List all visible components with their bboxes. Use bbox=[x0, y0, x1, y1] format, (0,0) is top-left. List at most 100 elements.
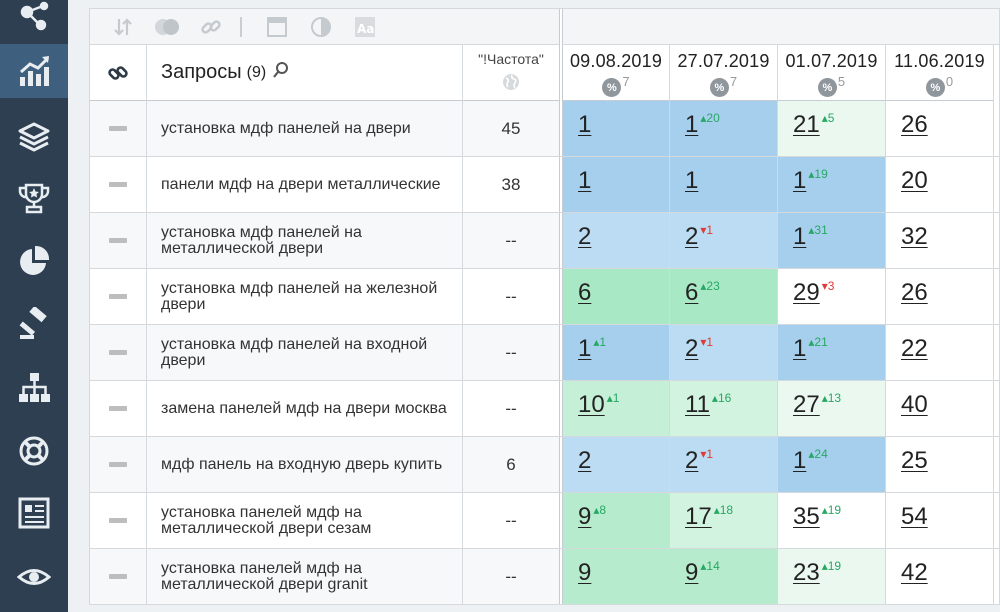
position-link[interactable]: 22 bbox=[901, 335, 928, 362]
queries-column-header[interactable]: Запросы (9) bbox=[147, 45, 463, 101]
position-link[interactable]: 20 bbox=[901, 167, 928, 194]
table-row: замена панелей мдф на двери москва -- 10 ▴1… bbox=[90, 381, 999, 437]
date-column-header[interactable]: 09.08.2019% 7 bbox=[562, 45, 670, 101]
frequency-value: 6 bbox=[463, 437, 560, 492]
position-link[interactable]: 6 bbox=[578, 279, 592, 306]
sidebar-item-support[interactable] bbox=[0, 424, 68, 478]
position-link[interactable]: 1 bbox=[793, 447, 807, 474]
position-link[interactable]: 2 bbox=[685, 335, 699, 362]
position-link[interactable]: 23 bbox=[793, 559, 820, 586]
position-link[interactable]: 11 bbox=[685, 391, 710, 418]
row-link-cell[interactable] bbox=[90, 269, 147, 324]
position-link[interactable]: 32 bbox=[901, 223, 928, 250]
position-link[interactable]: 1 bbox=[793, 167, 807, 194]
position-change-value: 1 bbox=[599, 335, 607, 349]
query-text: установка мдф панелей на входной двери bbox=[147, 325, 463, 380]
toggle-button[interactable] bbox=[152, 15, 182, 39]
position-link[interactable]: 1 bbox=[578, 335, 592, 362]
contrast-button[interactable] bbox=[306, 15, 336, 39]
position-link[interactable]: 42 bbox=[901, 559, 928, 586]
date-column-header[interactable]: 27.07.2019% 7 bbox=[670, 45, 778, 101]
position-link[interactable]: 9 bbox=[578, 559, 592, 586]
link-button[interactable] bbox=[196, 15, 226, 39]
position-cell: 1 ▴24 bbox=[778, 437, 886, 492]
sidebar-item-monitoring[interactable] bbox=[0, 550, 68, 604]
trophy-icon bbox=[18, 183, 50, 214]
row-link-cell[interactable] bbox=[90, 493, 147, 548]
sidebar-item-auction[interactable] bbox=[0, 297, 68, 351]
position-link[interactable]: 2 bbox=[685, 447, 699, 474]
position-link[interactable]: 25 bbox=[901, 447, 928, 474]
position-link[interactable]: 40 bbox=[901, 391, 928, 418]
position-link[interactable]: 1 bbox=[578, 167, 592, 194]
date-label: 01.07.2019 bbox=[785, 51, 878, 71]
position-link[interactable]: 2 bbox=[685, 223, 699, 250]
position-change: ▴19 bbox=[808, 167, 828, 181]
position-link[interactable]: 6 bbox=[685, 279, 699, 306]
queries-count: (9) bbox=[246, 63, 267, 81]
position-cell: 2 ▾1 bbox=[670, 437, 778, 492]
position-change: ▴24 bbox=[808, 447, 828, 461]
position-link[interactable]: 1 bbox=[793, 223, 807, 250]
position-change: ▴16 bbox=[711, 391, 732, 405]
sidebar-item-positions[interactable] bbox=[0, 44, 68, 98]
query-text: замена панелей мдф на двери москва bbox=[147, 381, 463, 436]
link-column-header[interactable] bbox=[90, 45, 147, 101]
row-link-cell[interactable] bbox=[90, 157, 147, 212]
position-link[interactable]: 1 bbox=[685, 167, 699, 194]
position-cell: 23 ▴19 bbox=[778, 549, 886, 604]
table-row: установка панелей мдф на металлической д… bbox=[90, 493, 999, 549]
row-link-cell[interactable] bbox=[90, 549, 147, 604]
position-change: ▴18 bbox=[713, 503, 734, 517]
position-link[interactable]: 21 bbox=[793, 111, 820, 138]
no-link-icon bbox=[109, 294, 127, 299]
position-change-value: 5 bbox=[827, 111, 835, 125]
position-link[interactable]: 9 bbox=[685, 559, 699, 586]
row-link-cell[interactable] bbox=[90, 213, 147, 268]
position-link[interactable]: 2 bbox=[578, 223, 592, 250]
search-icon[interactable] bbox=[272, 61, 290, 79]
sort-icon bbox=[114, 17, 132, 36]
position-link[interactable]: 17 bbox=[685, 503, 712, 530]
sidebar-item-sitemap[interactable] bbox=[0, 360, 68, 414]
position-cell: 6 ▴23 bbox=[670, 269, 778, 324]
position-link[interactable]: 29 bbox=[793, 279, 820, 306]
sidebar-item-reports[interactable] bbox=[0, 486, 68, 540]
position-link[interactable]: 35 bbox=[793, 503, 820, 530]
sidebar-item-network[interactable] bbox=[0, 0, 68, 42]
position-cell: 26 bbox=[886, 269, 994, 324]
date-column-header[interactable]: 01.07.2019% 5 bbox=[778, 45, 886, 101]
window-button[interactable] bbox=[262, 15, 292, 39]
position-link[interactable]: 26 bbox=[901, 279, 928, 306]
font-button[interactable]: Aa bbox=[350, 15, 380, 39]
row-link-cell[interactable] bbox=[90, 437, 147, 492]
sort-button[interactable] bbox=[108, 15, 138, 39]
position-change-value: 19 bbox=[827, 503, 842, 517]
position-link[interactable]: 26 bbox=[901, 111, 928, 138]
position-link[interactable]: 27 bbox=[793, 391, 820, 418]
position-link[interactable]: 2 bbox=[578, 447, 592, 474]
frequency-column-header[interactable]: "!Частота" bbox=[463, 45, 560, 101]
position-link[interactable]: 1 bbox=[793, 335, 807, 362]
position-cell: 9 bbox=[562, 549, 670, 604]
position-link[interactable]: 1 bbox=[578, 111, 592, 138]
sidebar-item-pie[interactable] bbox=[0, 234, 68, 288]
position-link[interactable]: 10 bbox=[578, 391, 605, 418]
sidebar-item-layers[interactable] bbox=[0, 110, 68, 164]
row-link-cell[interactable] bbox=[90, 101, 147, 156]
row-link-cell[interactable] bbox=[90, 381, 147, 436]
contrast-icon bbox=[311, 16, 331, 37]
visibility-percent: % 0 bbox=[925, 74, 953, 97]
position-link[interactable]: 1 bbox=[685, 111, 699, 138]
position-link[interactable]: 9 bbox=[578, 503, 592, 530]
position-change: ▴13 bbox=[821, 391, 842, 405]
frequency-value: 45 bbox=[463, 101, 560, 156]
sidebar-item-trophy[interactable] bbox=[0, 171, 68, 225]
position-change: ▴5 bbox=[821, 111, 835, 125]
no-link-icon bbox=[109, 126, 127, 131]
row-link-cell[interactable] bbox=[90, 325, 147, 380]
position-link[interactable]: 54 bbox=[901, 503, 928, 530]
date-column-header[interactable]: 11.06.2019% 0 bbox=[886, 45, 994, 101]
position-change-value: 1 bbox=[706, 223, 714, 237]
position-change: ▴23 bbox=[700, 279, 720, 293]
